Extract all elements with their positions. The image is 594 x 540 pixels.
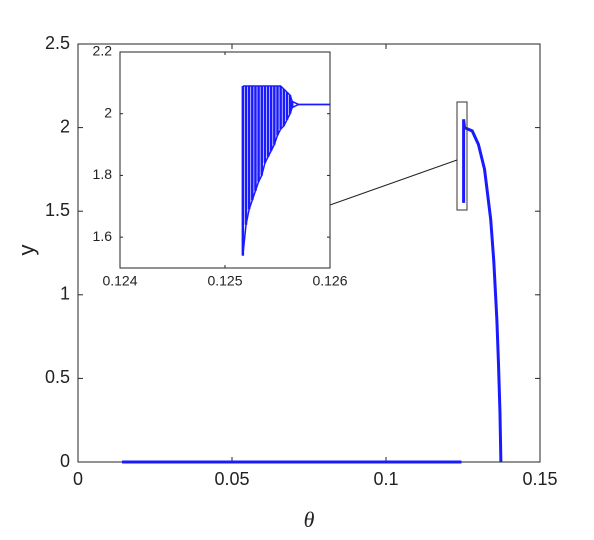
data-line — [242, 85, 330, 106]
x-tick-label: 0.05 — [214, 469, 249, 489]
y-tick-label: 0.5 — [45, 367, 70, 387]
x-tick-label: 0.1 — [373, 469, 398, 489]
y-tick-label: 2 — [104, 104, 112, 120]
y-axis-label: y — [14, 245, 39, 256]
y-tick-label: 0 — [60, 451, 70, 471]
x-tick-label: 0.125 — [207, 273, 242, 289]
plot-area — [119, 51, 331, 269]
y-tick-label: 1.5 — [45, 200, 70, 220]
x-tick-label: 0 — [73, 469, 83, 489]
data-line — [242, 103, 330, 256]
y-tick-label: 1 — [60, 284, 70, 304]
y-tick-label: 2.5 — [45, 33, 70, 53]
x-axis-label: θ — [304, 507, 315, 532]
data-line — [462, 119, 503, 463]
y-tick-label: 1.6 — [93, 228, 113, 244]
x-tick-label: 0.124 — [102, 273, 137, 289]
zoom-connector — [329, 159, 458, 206]
x-tick-label: 0.15 — [522, 469, 557, 489]
y-tick-label: 2 — [60, 116, 70, 136]
zoom-box — [456, 101, 468, 211]
y-tick-label: 2.2 — [93, 43, 113, 59]
y-tick-label: 1.8 — [93, 166, 113, 182]
x-tick-label: 0.126 — [312, 273, 347, 289]
